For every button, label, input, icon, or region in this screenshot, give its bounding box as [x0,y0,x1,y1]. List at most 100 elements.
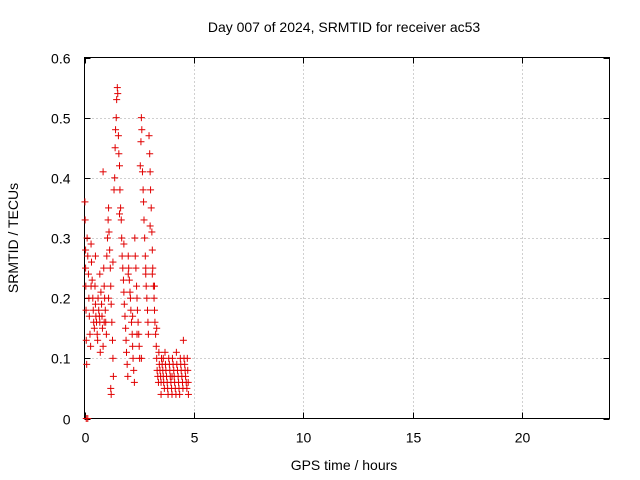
data-point [94,336,102,344]
data-point [133,282,141,290]
data-point [121,312,129,320]
data-point [124,270,132,278]
data-point [96,270,104,278]
data-point [144,306,151,314]
data-point [135,342,143,350]
data-point [123,348,130,356]
data-point [103,234,111,242]
data-point [117,204,125,212]
data-point [84,270,92,278]
data-point [98,324,106,332]
data-point [111,144,119,152]
data-point [136,162,144,170]
data-point [161,348,169,356]
data-point [105,204,113,212]
data-point [91,252,99,260]
data-point [120,300,128,308]
data-point [116,162,123,170]
data-point [112,126,120,134]
grid-lines [84,57,610,419]
data-point [153,324,161,332]
data-point [137,354,145,362]
y-tick-label: 0.5 [51,111,71,127]
data-point [142,282,150,290]
data-point [93,330,101,338]
data-point [147,204,155,212]
data-point [183,354,191,362]
data-point [113,84,121,92]
data-point [133,330,141,338]
data-point [82,306,90,314]
chart-title: Day 007 of 2024, SRMTID for receiver ac5… [208,19,481,35]
data-point [127,306,135,314]
data-point [123,360,131,368]
data-point [113,96,121,104]
data-point [84,415,92,422]
data-point [101,306,109,314]
data-point [168,354,176,362]
data-point [141,252,149,260]
data-point [148,228,156,236]
y-tick-label: 0.4 [51,171,71,187]
data-point [138,126,146,134]
data-point [148,270,156,278]
data-point [88,258,95,266]
y-tick-label: 0.2 [51,291,71,307]
data-point [90,324,98,332]
data-point [146,168,154,176]
data-point [138,168,146,176]
data-point [112,114,120,122]
data-point [81,216,89,224]
data-point [125,264,133,272]
data-point [109,354,117,362]
data-point [96,348,104,356]
y-axis-label: SRMTID / TECUs [5,183,21,293]
data-point [184,366,192,374]
data-point [133,294,141,302]
data-point [118,252,126,260]
data-point [133,306,141,314]
data-point [114,90,122,98]
data-point [111,174,119,182]
data-point [148,246,156,254]
data-point [157,390,165,398]
y-tick-label: 0.3 [51,231,71,247]
data-point [146,222,154,230]
data-point [119,276,127,284]
data-point [82,246,90,254]
data-point [172,348,180,356]
data-point [147,186,155,194]
data-point [184,390,192,398]
data-point [82,264,90,272]
data-point [97,288,105,296]
data-point [106,246,114,254]
data-point [115,150,123,158]
x-tick-label: 15 [406,430,422,446]
data-point [134,318,142,326]
data-point [184,378,192,386]
data-point [98,312,106,320]
data-point [114,132,122,140]
data-point [116,186,124,194]
data-point [146,150,154,158]
data-point [131,234,139,242]
data-point [152,342,160,350]
x-tick-label: 10 [296,430,312,446]
data-point [85,312,93,320]
data-point [107,300,115,308]
data-point [109,372,117,380]
data-point [105,294,113,302]
data-point [120,240,128,248]
data-point [81,198,89,206]
data-point [126,294,134,302]
data-point [109,258,117,266]
data-point [150,294,158,302]
data-point [151,306,158,314]
data-point [140,216,148,224]
y-tick-label: 0 [63,412,71,428]
data-point [130,378,138,386]
data-point [100,318,108,326]
data-point [108,318,116,326]
data-point [141,234,149,242]
